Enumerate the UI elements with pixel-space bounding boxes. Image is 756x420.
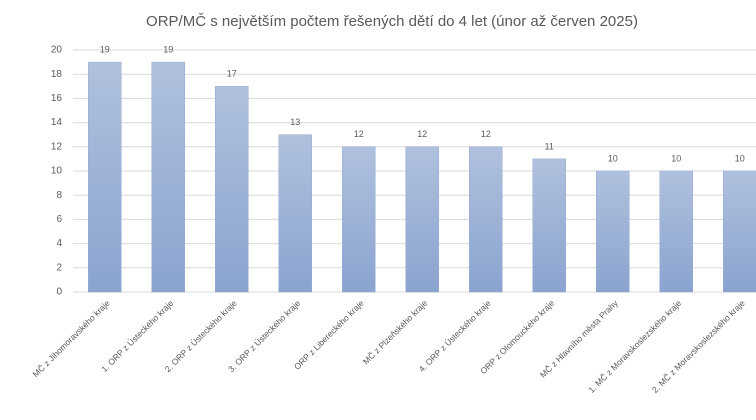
y-tick-label: 12 <box>51 141 63 152</box>
x-tick-label: ORP z Olomouckého kraje <box>478 298 556 376</box>
data-label: 10 <box>608 153 618 163</box>
y-tick-label: 4 <box>56 238 62 249</box>
data-label: 19 <box>163 44 173 54</box>
bar <box>659 170 693 293</box>
y-tick-label: 20 <box>51 45 63 56</box>
chart-title: ORP/MČ s největším počtem řešených dětí … <box>146 13 638 30</box>
y-tick-label: 14 <box>51 117 63 128</box>
data-label: 19 <box>100 44 110 54</box>
bar <box>532 158 566 293</box>
bar <box>342 146 376 293</box>
bar <box>723 170 756 293</box>
bar <box>88 61 122 293</box>
data-label: 10 <box>671 153 681 163</box>
bar <box>151 61 185 293</box>
y-tick-label: 0 <box>56 287 62 298</box>
y-tick-label: 18 <box>51 69 63 80</box>
bar <box>405 146 439 293</box>
data-label: 13 <box>290 117 300 127</box>
data-label: 10 <box>735 153 745 163</box>
y-tick-label: 10 <box>51 166 63 177</box>
data-label: 12 <box>354 129 364 139</box>
x-tick-label: ORP z Libereckého kraje <box>292 298 366 372</box>
x-tick-label: 4. ORP z Ústeckého kraje <box>417 298 493 374</box>
data-label: 12 <box>417 129 427 139</box>
x-tick-label: 1. ORP z Ústeckého kraje <box>99 298 175 374</box>
bar <box>215 86 249 293</box>
bar <box>278 134 312 293</box>
y-tick-label: 2 <box>56 262 62 273</box>
x-tick-label: 2. ORP z Ústeckého kraje <box>163 298 239 374</box>
y-tick-label: 16 <box>51 93 63 104</box>
y-tick-label: 6 <box>56 214 62 225</box>
data-label: 17 <box>227 69 237 79</box>
y-tick-label: 8 <box>56 190 62 201</box>
data-label: 12 <box>481 129 491 139</box>
bar <box>596 170 630 293</box>
data-label: 11 <box>545 141 554 151</box>
x-tick-label: 3. ORP z Ústeckého kraje <box>226 298 302 374</box>
bar <box>469 146 503 293</box>
x-tick-label: MČ z Plzeňského kraje <box>361 298 430 367</box>
